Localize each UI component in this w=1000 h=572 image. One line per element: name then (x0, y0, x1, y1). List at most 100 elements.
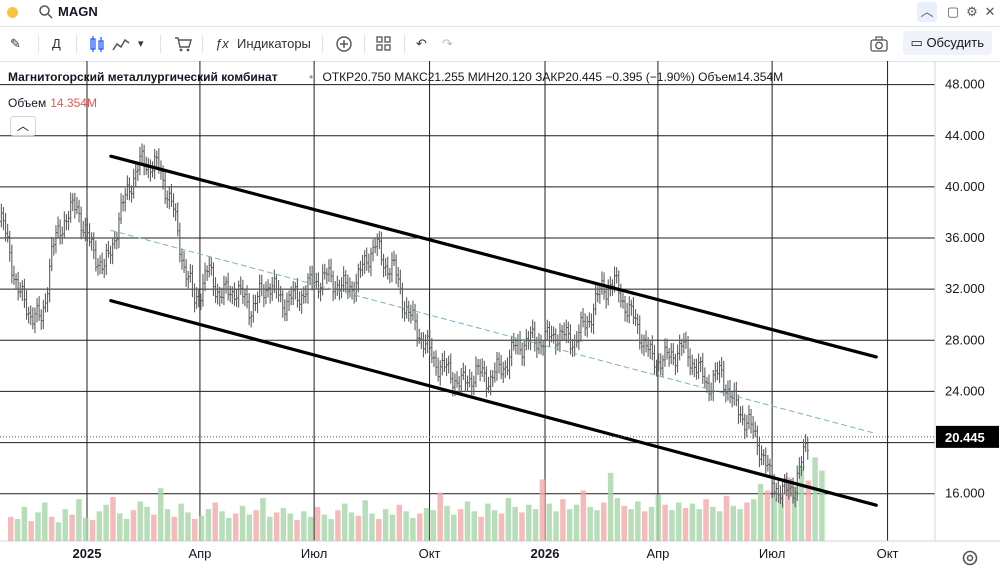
volume-bar (123, 519, 130, 541)
volume-bar (335, 510, 341, 541)
volume-bar (76, 499, 82, 541)
interval-button[interactable]: Д (52, 36, 61, 51)
toolbar-divider (76, 35, 77, 53)
indicators-button[interactable]: Индикаторы (237, 36, 311, 51)
chevron-down-icon[interactable]: ▾ (138, 38, 144, 50)
volume-bar (737, 509, 743, 541)
volume-bar (171, 516, 178, 541)
camera-icon[interactable] (870, 34, 888, 54)
y-tick-label: 40.000 (945, 179, 985, 194)
y-tick-label: 24.000 (945, 383, 985, 398)
volume-bar (178, 503, 184, 541)
volume-bar (376, 519, 382, 541)
volume-bar (744, 502, 750, 541)
price-chart[interactable]: 48.000 44.000 40.000 36.000 32.000 28.000 24.0… (0, 61, 1000, 572)
volume-bar (771, 498, 777, 541)
pencil-icon[interactable]: ✎ (10, 36, 21, 51)
discuss-button[interactable]: ▭ Обсудить (902, 31, 992, 55)
chat-icon: ▭ (910, 35, 923, 50)
volume-bar (410, 517, 416, 541)
volume-amount: 14.354M (50, 96, 97, 110)
volume-bar (164, 509, 171, 541)
volume-bar (328, 519, 334, 541)
volume-bar (601, 502, 607, 541)
undo-icon[interactable]: ↶ (416, 36, 427, 51)
volume-bar (723, 495, 730, 541)
volume-bar (144, 506, 150, 541)
volume-bar (669, 510, 675, 541)
volume-legend: Объем 14.354M (8, 96, 97, 110)
toolbar-divider (322, 35, 323, 53)
volume-bar (587, 506, 593, 541)
trend-line-lower[interactable] (109, 299, 878, 507)
trend-line-upper[interactable] (109, 154, 878, 359)
volume-bar (566, 509, 573, 541)
gear-icon[interactable]: ⚙ (966, 4, 978, 19)
redo-icon[interactable]: ↷ (442, 36, 453, 51)
x-tick-label: Апр (188, 546, 211, 561)
ticker-symbol[interactable]: MAGN (58, 4, 98, 19)
volume-bar (48, 516, 55, 541)
volume-bar (764, 490, 771, 541)
close-icon[interactable]: ✕ (984, 4, 996, 19)
volume-bar (253, 510, 259, 541)
toolbar: ✎ Д ▾ ƒx Индикаторы ↶ ↷ ▭ Обсудить (0, 27, 1000, 62)
volume-bar (355, 515, 362, 541)
volume-bar (464, 501, 471, 541)
y-tick-label: 28.000 (945, 332, 985, 347)
volume-bar (14, 519, 21, 541)
x-tick-label: Апр (646, 546, 669, 561)
volume-bar (532, 509, 539, 541)
volume-bar (621, 505, 627, 541)
volume-bar (69, 514, 75, 541)
search-icon[interactable] (38, 4, 54, 20)
chevron-up-icon[interactable]: ︿ (917, 2, 937, 22)
top-bar: MAGN ︿ ▢ ⚙ ✕ (0, 0, 1000, 27)
volume-bar (662, 504, 668, 541)
volume-bar (716, 511, 723, 541)
cart-icon[interactable] (174, 34, 192, 54)
legend-dot-icon: • (308, 70, 314, 84)
volume-bar (573, 504, 580, 541)
instrument-name: Магнитогорский металлургический комбинат (8, 70, 278, 84)
volume-bar (21, 506, 28, 541)
change-value: −0.395 (−1.90%) (605, 70, 695, 84)
close-value: ЗАКР20.445 (535, 70, 603, 84)
indicators-icon[interactable]: ƒx (215, 36, 229, 51)
volume-bar (805, 480, 812, 541)
volume-bar (546, 503, 552, 541)
volume-bar (348, 512, 355, 541)
volume-bar (342, 503, 348, 541)
restore-icon[interactable]: ▢ (946, 4, 960, 19)
volume-bar (703, 499, 709, 541)
volume-bar (798, 466, 805, 541)
collapse-legend-button[interactable]: ︿ (10, 116, 36, 136)
volume-bar (791, 487, 798, 541)
volume-bar (96, 511, 103, 541)
volume-bar (157, 488, 164, 541)
discuss-label: Обсудить (926, 35, 984, 50)
chart-settings-icon[interactable] (960, 548, 980, 568)
volume-bar (267, 516, 273, 541)
x-tick-label: Июл (759, 546, 785, 561)
volume-bar (757, 483, 764, 541)
candles-icon[interactable] (88, 34, 106, 54)
x-tick-label: Окт (419, 546, 441, 561)
volume-bar (682, 508, 689, 541)
y-tick-label: 48.000 (945, 77, 985, 92)
toolbar-divider (38, 35, 39, 53)
add-icon[interactable] (335, 34, 353, 54)
x-tick-label: Окт (877, 546, 899, 561)
volume-bar (8, 516, 14, 541)
low-value: МИН20.120 (467, 70, 532, 84)
toolbar-divider (160, 35, 161, 53)
area-chart-icon[interactable] (112, 34, 130, 54)
y-tick-label: 36.000 (945, 230, 985, 245)
volume-bar (614, 498, 621, 541)
volume-bar (580, 490, 587, 541)
trend-line-mid[interactable] (110, 229, 877, 435)
volume-bar (819, 470, 825, 541)
volume-bar (403, 511, 409, 541)
layout-grid-icon[interactable] (376, 34, 392, 54)
y-tick-label: 32.000 (945, 281, 985, 296)
